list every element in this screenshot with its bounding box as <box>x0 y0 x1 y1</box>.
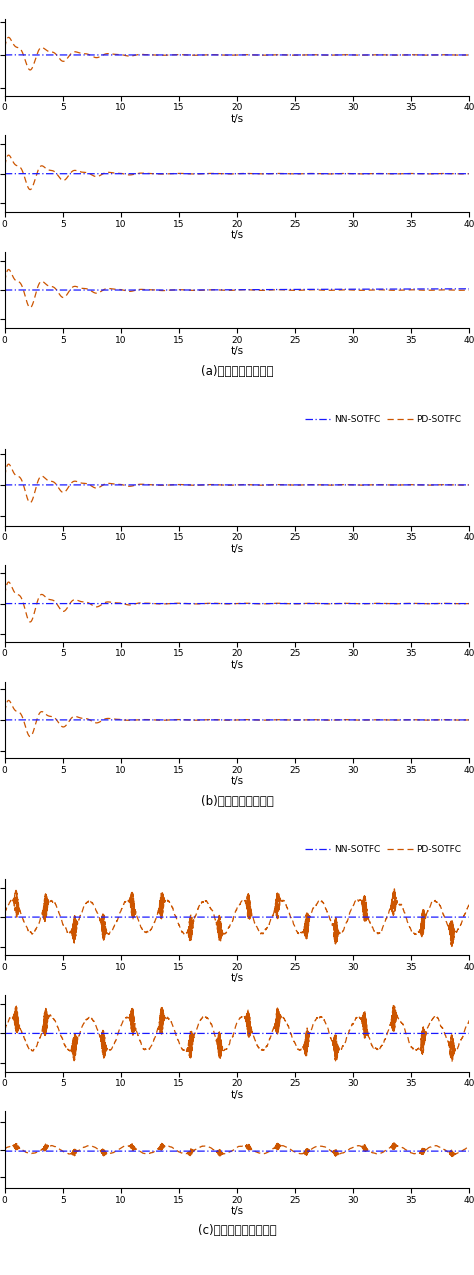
X-axis label: t/s: t/s <box>230 776 244 787</box>
Text: (c)姿态角观测误差曲线: (c)姿态角观测误差曲线 <box>198 1224 276 1237</box>
X-axis label: t/s: t/s <box>230 230 244 240</box>
X-axis label: t/s: t/s <box>230 543 244 553</box>
X-axis label: t/s: t/s <box>230 347 244 356</box>
X-axis label: t/s: t/s <box>230 973 244 983</box>
X-axis label: t/s: t/s <box>230 113 244 124</box>
Legend: NN-SOTFC, PD-SOTFC: NN-SOTFC, PD-SOTFC <box>301 412 465 427</box>
X-axis label: t/s: t/s <box>230 1206 244 1216</box>
X-axis label: t/s: t/s <box>230 1090 244 1100</box>
Text: (a)位置观测误差曲线: (a)位置观测误差曲线 <box>201 365 273 377</box>
Legend: NN-SOTFC, PD-SOTFC: NN-SOTFC, PD-SOTFC <box>301 842 465 858</box>
X-axis label: t/s: t/s <box>230 660 244 669</box>
Text: (b)速度观测误差曲线: (b)速度观测误差曲线 <box>201 794 273 807</box>
